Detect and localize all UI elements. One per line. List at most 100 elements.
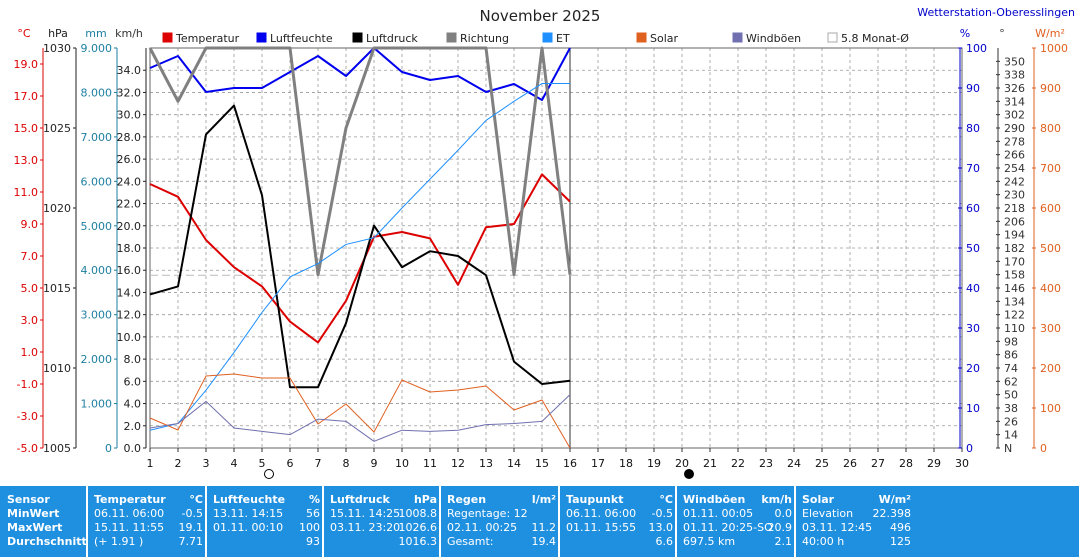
x-tick-label: 27	[871, 457, 885, 470]
stats-cell: 93	[213, 535, 320, 549]
legend-label[interactable]: Windböen	[746, 32, 801, 45]
x-tick-label: 2	[175, 457, 182, 470]
stats-cell-label: 13.11. 14:15	[213, 507, 284, 520]
direction-axis-tick: 62	[1004, 375, 1018, 388]
stats-cell: 06.11. 06:00 -0.5	[94, 507, 203, 521]
humidity-axis-tick: 20	[966, 362, 980, 375]
x-tick-label: 20	[675, 457, 689, 470]
x-tick-label: 30	[955, 457, 969, 470]
wind-axis-tick: 26.0	[117, 153, 142, 166]
solar-axis-tick: 0	[1040, 442, 1047, 455]
direction-axis-tick: N	[1004, 442, 1012, 455]
stats-cell: 06.11. 06:00 -0.5	[566, 507, 673, 521]
legend-label[interactable]: Luftfeuchte	[270, 32, 333, 45]
solar-axis-tick: 100	[1040, 402, 1061, 415]
direction-axis-tick: 278	[1004, 135, 1025, 148]
x-tick-label: 6	[287, 457, 294, 470]
plot-area	[148, 46, 963, 449]
stats-panel: Sensor MinWert MaxWert Durchschnitt Temperat…	[0, 486, 1079, 557]
humidity-axis-tick: 70	[966, 162, 980, 175]
stats-cell-value: -0.5	[181, 507, 203, 520]
stats-cell-value: 2.1	[774, 535, 793, 548]
x-tick-label: 1	[147, 457, 154, 470]
rain-axis-tick: 9.000	[81, 42, 113, 55]
stats-cell: 6.6	[566, 535, 674, 549]
temp-axis-tick: -5.0	[17, 442, 38, 455]
legend-swatch[interactable]	[256, 32, 267, 43]
wind-axis-tick: 8.0	[124, 353, 142, 366]
direction-axis-tick: 158	[1004, 269, 1025, 282]
pressure-axis-tick: 1025	[43, 122, 71, 135]
humidity-axis-tick: 0	[966, 442, 973, 455]
stats-cell: 01.11. 20:25-SO 20.9	[683, 521, 792, 535]
x-tick-label: 17	[591, 457, 605, 470]
x-tick-label: 12	[451, 457, 465, 470]
stats-cell-value: 20.9	[767, 521, 793, 534]
direction-axis-tick: 326	[1004, 82, 1025, 95]
x-tick-label: 8	[343, 457, 350, 470]
legend-label[interactable]: Temperatur	[175, 32, 240, 45]
stats-cell-value: 125	[890, 535, 911, 548]
stats-header-unit: W/m²	[878, 493, 911, 506]
stats-header-name: Windböen	[683, 493, 746, 506]
direction-axis-tick: 86	[1004, 349, 1018, 362]
legend-label[interactable]: Richtung	[460, 32, 509, 45]
legend-label[interactable]: ET	[556, 32, 570, 45]
chart-title: November 2025	[480, 7, 601, 25]
legend-label[interactable]: Solar	[650, 32, 679, 45]
weather-chart: November 2025 Wetterstation-Oberesslinge…	[14, 6, 1075, 479]
direction-axis-tick: 290	[1004, 122, 1025, 135]
stats-header: Taupunkt °C	[566, 493, 673, 507]
direction-axis-tick: 74	[1004, 362, 1018, 375]
direction-axis-tick: 38	[1004, 402, 1018, 415]
solar-axis-tick: 500	[1040, 242, 1061, 255]
stats-column-rain: Regen l/m² Regentage: 12 02.11. 00:25 11.2 Ge…	[441, 486, 560, 557]
stats-cell: Regentage: 12	[447, 507, 556, 521]
rain-axis-tick: 3.000	[81, 309, 113, 322]
unit-pressure: hPa	[48, 27, 68, 40]
stats-header-name: Temperatur	[94, 493, 166, 506]
legend-swatch[interactable]	[446, 32, 457, 43]
stats-cell: 01.11. 00:10 100	[213, 521, 320, 535]
stats-header-unit: l/m²	[531, 493, 556, 506]
pressure-axis-tick: 1015	[43, 282, 71, 295]
wind-axis-tick: 12.0	[117, 309, 142, 322]
legend-swatch[interactable]	[162, 32, 173, 43]
legend-swatch[interactable]	[542, 32, 553, 43]
temp-axis-tick: 11.0	[14, 186, 39, 199]
legend-label[interactable]: Luftdruck	[366, 32, 418, 45]
x-tick-label: 21	[703, 457, 717, 470]
x-tick-label: 18	[619, 457, 633, 470]
direction-axis-tick: 146	[1004, 282, 1025, 295]
stats-cell: 03.11. 12:45 496	[802, 521, 911, 535]
stats-cell-label: 02.11. 00:25	[447, 521, 518, 534]
stats-header-name: Taupunkt	[566, 493, 624, 506]
direction-axis-tick: 194	[1004, 229, 1025, 242]
stats-cell-label: Elevation	[802, 507, 854, 520]
pressure-axis-tick: 1010	[43, 362, 71, 375]
solar-axis-tick: 400	[1040, 282, 1061, 295]
legend-swatch[interactable]	[636, 32, 647, 43]
legend-label[interactable]: 5.8 Monat-Ø	[841, 32, 909, 45]
legend-swatch[interactable]	[827, 32, 838, 43]
stats-cell-value: 496	[890, 521, 911, 534]
stats-header-name: Luftfeuchte	[213, 493, 286, 506]
solar-axis-tick: 900	[1040, 82, 1061, 95]
stats-cell: Gesamt: 19.4	[447, 535, 556, 549]
legend-swatch[interactable]	[732, 32, 743, 43]
rain-axis-tick: 5.000	[81, 220, 113, 233]
solar-axis-tick: 1000	[1040, 42, 1068, 55]
stats-cell: 13.11. 14:15 56	[213, 507, 320, 521]
humidity-axis-tick: 30	[966, 322, 980, 335]
stats-cell: 01.11. 00:05 0.0	[683, 507, 792, 521]
legend-swatch[interactable]	[352, 32, 363, 43]
stats-column-dew: Taupunkt °C 06.11. 06:00 -0.5 01.11. 15:55 13…	[560, 486, 677, 557]
direction-axis-tick: 26	[1004, 415, 1018, 428]
direction-axis-tick: 338	[1004, 69, 1025, 82]
series-windb-en-line	[149, 394, 571, 442]
humidity-axis-tick: 10	[966, 402, 980, 415]
x-tick-label: 22	[731, 457, 745, 470]
stats-cell-label: 01.11. 15:55	[566, 521, 637, 534]
humidity-axis-tick: 40	[966, 282, 980, 295]
stats-cell-label: Regentage: 12	[447, 507, 528, 520]
